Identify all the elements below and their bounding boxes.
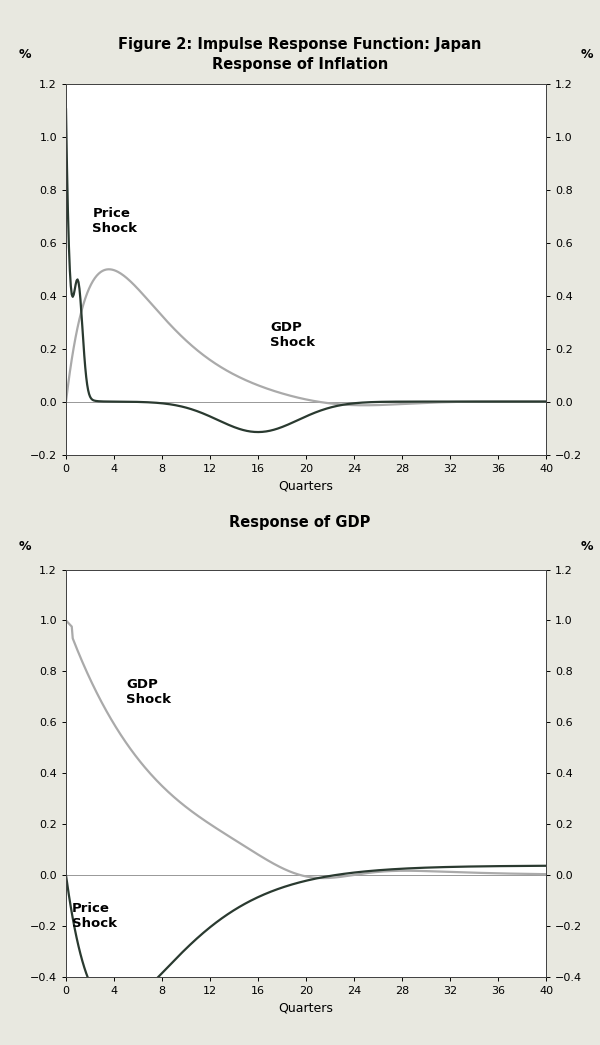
Text: GDP
Shock: GDP Shock (270, 321, 315, 349)
Text: Figure 2: Impulse Response Function: Japan: Figure 2: Impulse Response Function: Jap… (118, 37, 482, 51)
Text: Response of GDP: Response of GDP (229, 515, 371, 530)
Text: %: % (581, 540, 593, 553)
Text: Response of Inflation: Response of Inflation (212, 57, 388, 72)
X-axis label: Quarters: Quarters (278, 480, 334, 492)
Text: GDP
Shock: GDP Shock (126, 678, 171, 705)
Text: %: % (581, 48, 593, 62)
Text: Price
Shock: Price Shock (92, 207, 137, 235)
Text: %: % (19, 48, 31, 62)
X-axis label: Quarters: Quarters (278, 1002, 334, 1015)
Text: %: % (19, 540, 31, 553)
Text: Price
Shock: Price Shock (72, 902, 117, 930)
